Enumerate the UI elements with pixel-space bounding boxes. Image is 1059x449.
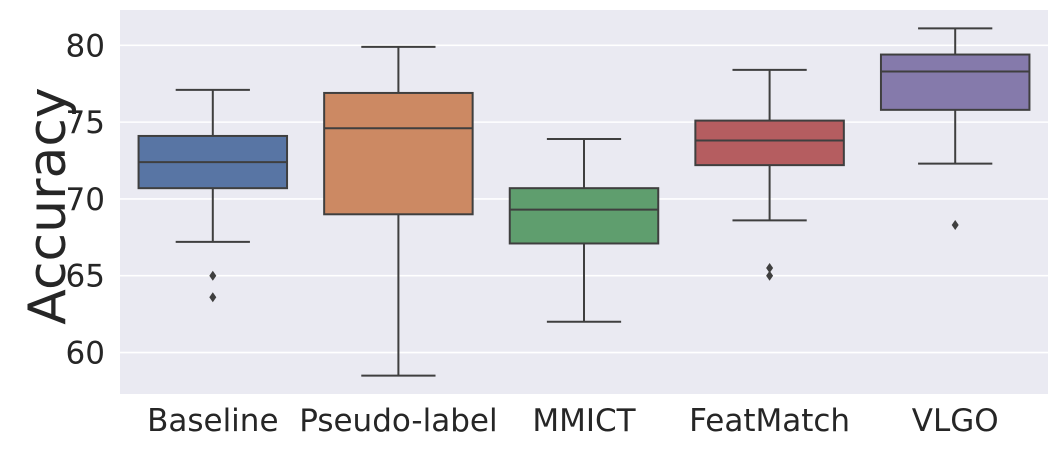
box-body [323,91,474,216]
x-tick-label: Baseline [147,403,278,439]
box-featmatch [694,68,845,281]
box-body [879,53,1031,111]
boxes [137,27,1031,377]
box-pseudo-label [323,45,474,377]
y-tick-label: 80 [66,28,105,64]
outlier-point [766,270,774,281]
x-tick-labels: Baseline Pseudo-label MMICT FeatMatch VLGO [147,403,999,439]
box-mmict [508,138,660,323]
x-tick-label: MMICT [532,403,636,439]
y-tick-label: 75 [66,105,105,141]
y-tick-label: 70 [66,182,105,218]
box-vlgo [879,27,1031,231]
x-tick-label: FeatMatch [689,403,850,439]
outlier-point [766,263,774,274]
box-body [508,187,660,245]
y-tick-labels: 60 65 70 75 80 [66,28,105,371]
outlier-point [209,270,217,281]
box-body [694,119,845,167]
y-tick-label: 65 [66,259,105,295]
x-tick-label: VLGO [912,403,999,439]
y-tick-label: 60 [66,336,105,372]
x-tick-label: Pseudo-label [299,403,497,439]
box-baseline [137,88,289,303]
y-axis-label: Accuracy [18,87,78,324]
outlier-point [209,292,217,303]
outlier-point [951,220,959,231]
